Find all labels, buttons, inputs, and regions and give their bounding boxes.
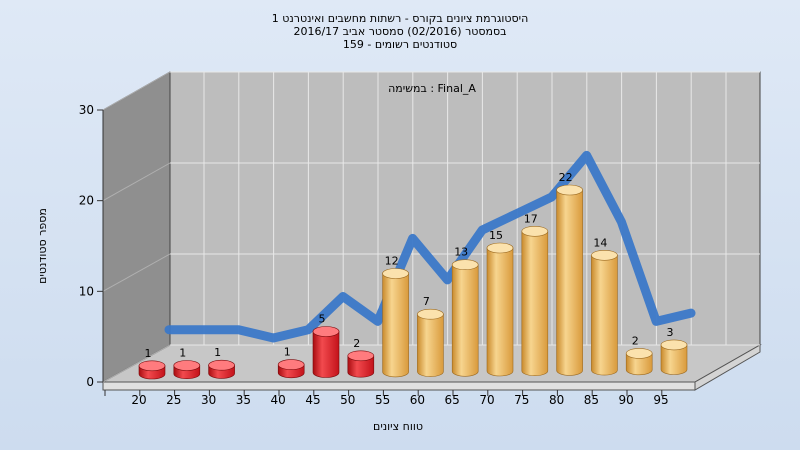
chart-title-line-3: סטודנטים רשומים - 159 — [343, 38, 457, 51]
data-label: 2 — [353, 337, 360, 350]
floor-right-edge — [694, 344, 761, 391]
x-tick-label: 90 — [619, 393, 634, 407]
x-tick-label: 55 — [375, 393, 390, 407]
bar-top — [417, 308, 444, 320]
y-axis: 0 10 20 30 — [79, 103, 104, 389]
x-axis: 20 25 30 35 40 45 50 55 60 65 70 75 80 85 90 95 — [104, 390, 669, 407]
bar-body — [486, 247, 514, 377]
floor-front-edge — [102, 381, 696, 391]
bar-body — [625, 353, 653, 376]
x-tick-label: 60 — [410, 393, 425, 407]
y-tick-label: 20 — [79, 194, 94, 208]
bar-top — [486, 242, 514, 254]
data-label: 13 — [454, 246, 468, 259]
data-label: 22 — [559, 171, 573, 184]
x-tick-label: 30 — [201, 393, 216, 407]
bar: 1 — [277, 346, 305, 379]
bar-top — [312, 326, 340, 337]
data-label: 17 — [524, 212, 538, 225]
x-tick-label: 85 — [584, 393, 599, 407]
bar-top — [591, 250, 618, 261]
trend-ribbon — [164, 150, 696, 343]
bar-top — [208, 359, 235, 371]
bar-body — [417, 313, 444, 377]
data-label: 1 — [284, 346, 291, 359]
bar: 7 — [417, 295, 444, 377]
bar-top — [521, 226, 549, 237]
bar-body — [382, 273, 409, 378]
x-tick-label: 20 — [131, 393, 146, 407]
bar-top — [625, 348, 653, 359]
bar: 5 — [312, 313, 340, 378]
data-label: 12 — [385, 255, 399, 268]
x-tick-label: 40 — [271, 393, 286, 407]
bar: 1 — [173, 347, 201, 379]
x-tick-label: 95 — [653, 393, 668, 407]
data-label: 1 — [145, 347, 152, 360]
task-label: במשימה : Final_A — [388, 82, 476, 95]
bar-top — [451, 259, 479, 271]
trend-line — [164, 150, 696, 343]
x-tick-label: 35 — [236, 393, 251, 407]
x-tick-label: 75 — [514, 393, 529, 407]
y-tick-label: 0 — [86, 375, 94, 389]
data-label: 7 — [423, 295, 430, 308]
bar-top — [173, 360, 201, 371]
bar: 14 — [591, 236, 618, 376]
gridline-wall — [102, 71, 171, 111]
x-tick-label: 80 — [549, 393, 564, 407]
chart-title-line-1: היסטוגרמת ציונים בקורס - רשתות מחשבים וא… — [272, 12, 529, 25]
data-label: 3 — [667, 326, 674, 339]
x-tick-label: 25 — [166, 393, 181, 407]
bar-body — [556, 189, 583, 376]
bar-body — [451, 264, 479, 377]
gridline-wall — [102, 162, 171, 202]
x-tick-label: 50 — [340, 393, 355, 407]
bar-top — [660, 339, 688, 351]
x-tick-label: 70 — [479, 393, 494, 407]
gridline-wall — [102, 344, 171, 383]
x-tick-label: 45 — [305, 393, 320, 407]
bar: 2 — [347, 337, 375, 378]
bar-top — [277, 359, 305, 370]
data-label: 1 — [179, 347, 186, 360]
data-label: 14 — [593, 236, 607, 249]
bar-top — [347, 350, 375, 362]
gridline-wall — [102, 253, 171, 292]
bar: 22 — [556, 171, 583, 376]
bar-body — [312, 331, 340, 378]
bar-top — [556, 184, 583, 196]
bar: 13 — [451, 246, 479, 377]
x-axis-title: טווח ציונים — [373, 420, 423, 433]
bar: 12 — [382, 255, 409, 378]
bar: 17 — [521, 212, 549, 376]
bar-top — [382, 268, 409, 279]
bar-body — [591, 255, 618, 376]
y-tick-label: 10 — [79, 284, 94, 298]
bar-body — [521, 231, 549, 376]
bar: 2 — [625, 334, 653, 376]
bar: 1 — [208, 346, 235, 379]
y-axis-title: מספר סטודנטים — [36, 208, 49, 284]
bar: 15 — [486, 229, 514, 377]
x-tick-label: 65 — [445, 393, 460, 407]
grid-lines — [102, 71, 760, 383]
data-label: 2 — [632, 334, 639, 347]
bar: 1 — [138, 347, 166, 380]
data-label: 1 — [214, 346, 221, 359]
chart-title-line-2: בסמסטר (02/2016) סמסטר אביב 2016/17 — [293, 25, 506, 38]
y-tick-label: 30 — [79, 103, 94, 117]
bar-body — [660, 344, 688, 375]
left-wall — [102, 71, 171, 383]
data-label: 5 — [319, 313, 326, 326]
bar-body — [347, 355, 375, 378]
bar: 3 — [660, 326, 688, 375]
data-label: 15 — [489, 229, 503, 242]
bar-top — [138, 360, 166, 372]
